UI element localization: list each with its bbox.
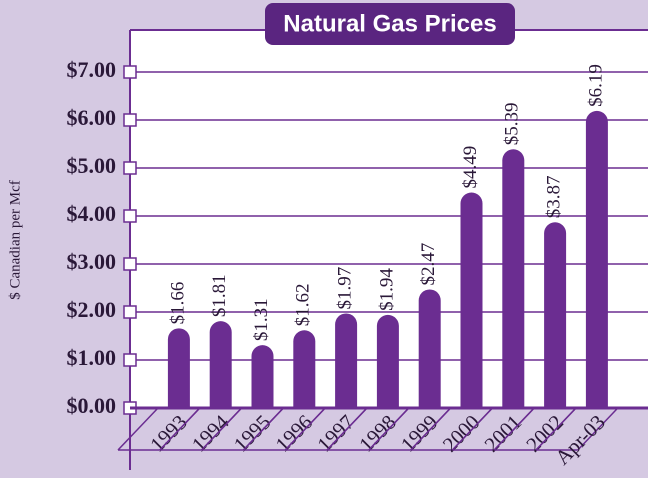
bar — [293, 330, 316, 408]
value-label: $1.81 — [209, 274, 230, 317]
x-category-box — [535, 407, 619, 451]
value-label: $1.66 — [167, 282, 188, 325]
bar — [502, 149, 525, 408]
y-tick-label: $6.00 — [67, 105, 117, 130]
value-label: $1.31 — [251, 298, 272, 341]
title-box — [265, 3, 515, 45]
bar — [460, 192, 483, 408]
y-tick-mark — [123, 257, 137, 271]
value-label: $3.87 — [543, 175, 564, 218]
y-tick-mark — [123, 65, 137, 79]
y-tick-label: $2.00 — [67, 297, 117, 322]
y-tick-label: $4.00 — [67, 201, 117, 226]
y-axis-label: $ Canadian per Mcf — [7, 180, 23, 300]
bar — [167, 328, 190, 408]
value-label: $1.94 — [376, 268, 397, 311]
bar — [376, 314, 399, 408]
y-tick-label: $5.00 — [67, 153, 117, 178]
bar — [209, 321, 232, 408]
chart-title: Natural Gas Prices — [283, 10, 496, 37]
y-tick-label: $0.00 — [67, 393, 117, 418]
bar — [418, 289, 441, 408]
y-tick-label: $1.00 — [67, 345, 117, 370]
value-label: $2.47 — [418, 243, 439, 286]
y-tick-label: $3.00 — [67, 249, 117, 274]
y-tick-mark — [123, 353, 137, 367]
y-tick-mark — [123, 113, 137, 127]
bar — [251, 345, 274, 408]
value-label: $6.19 — [585, 64, 606, 107]
y-tick-label: $7.00 — [67, 57, 117, 82]
y-tick-mark — [123, 161, 137, 175]
bar — [335, 313, 358, 408]
value-label: $4.49 — [460, 146, 481, 189]
value-label: $5.39 — [502, 103, 523, 146]
y-tick-mark — [123, 305, 137, 319]
y-tick-mark — [123, 209, 137, 223]
value-label: $1.62 — [293, 283, 314, 326]
bar — [585, 110, 608, 408]
value-label: $1.97 — [334, 267, 355, 310]
bar — [544, 222, 567, 408]
